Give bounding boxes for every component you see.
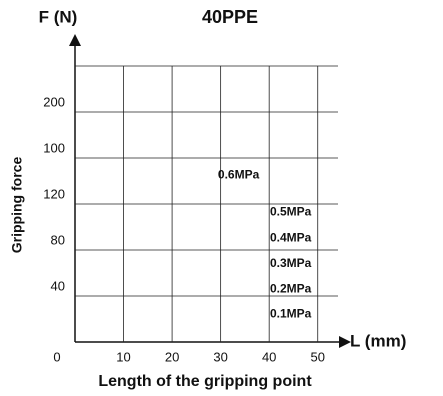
x-tick-label: 10 [116,349,130,364]
series-label: 0.5MPa [270,204,312,218]
x-tick-label: 0 [53,349,60,364]
y-tick-label: 100 [43,140,65,155]
x-tick-label: 40 [262,349,276,364]
x-tick-label: 30 [213,349,227,364]
series-label: 0.4MPa [270,231,312,245]
x-tick-label: 20 [165,349,179,364]
y-tick-label: 200 [43,94,65,109]
y-tick-label: 80 [51,232,65,247]
series-label: 0.6MPa [218,167,260,181]
chart-title: 40PPE [202,7,258,27]
series-label: 0.3MPa [270,256,312,270]
y-axis-unit: F (N) [39,7,78,26]
series-label: 0.2MPa [270,281,312,295]
y-tick-label: 40 [51,278,65,293]
series-label: 0.1MPa [270,307,312,321]
x-axis-label: Length of the gripping point [98,373,312,390]
x-axis-unit: L (mm) [350,331,406,350]
y-tick-label: 120 [43,186,65,201]
y-axis-label: Gripping force [9,157,25,254]
x-tick-label: 50 [310,349,324,364]
